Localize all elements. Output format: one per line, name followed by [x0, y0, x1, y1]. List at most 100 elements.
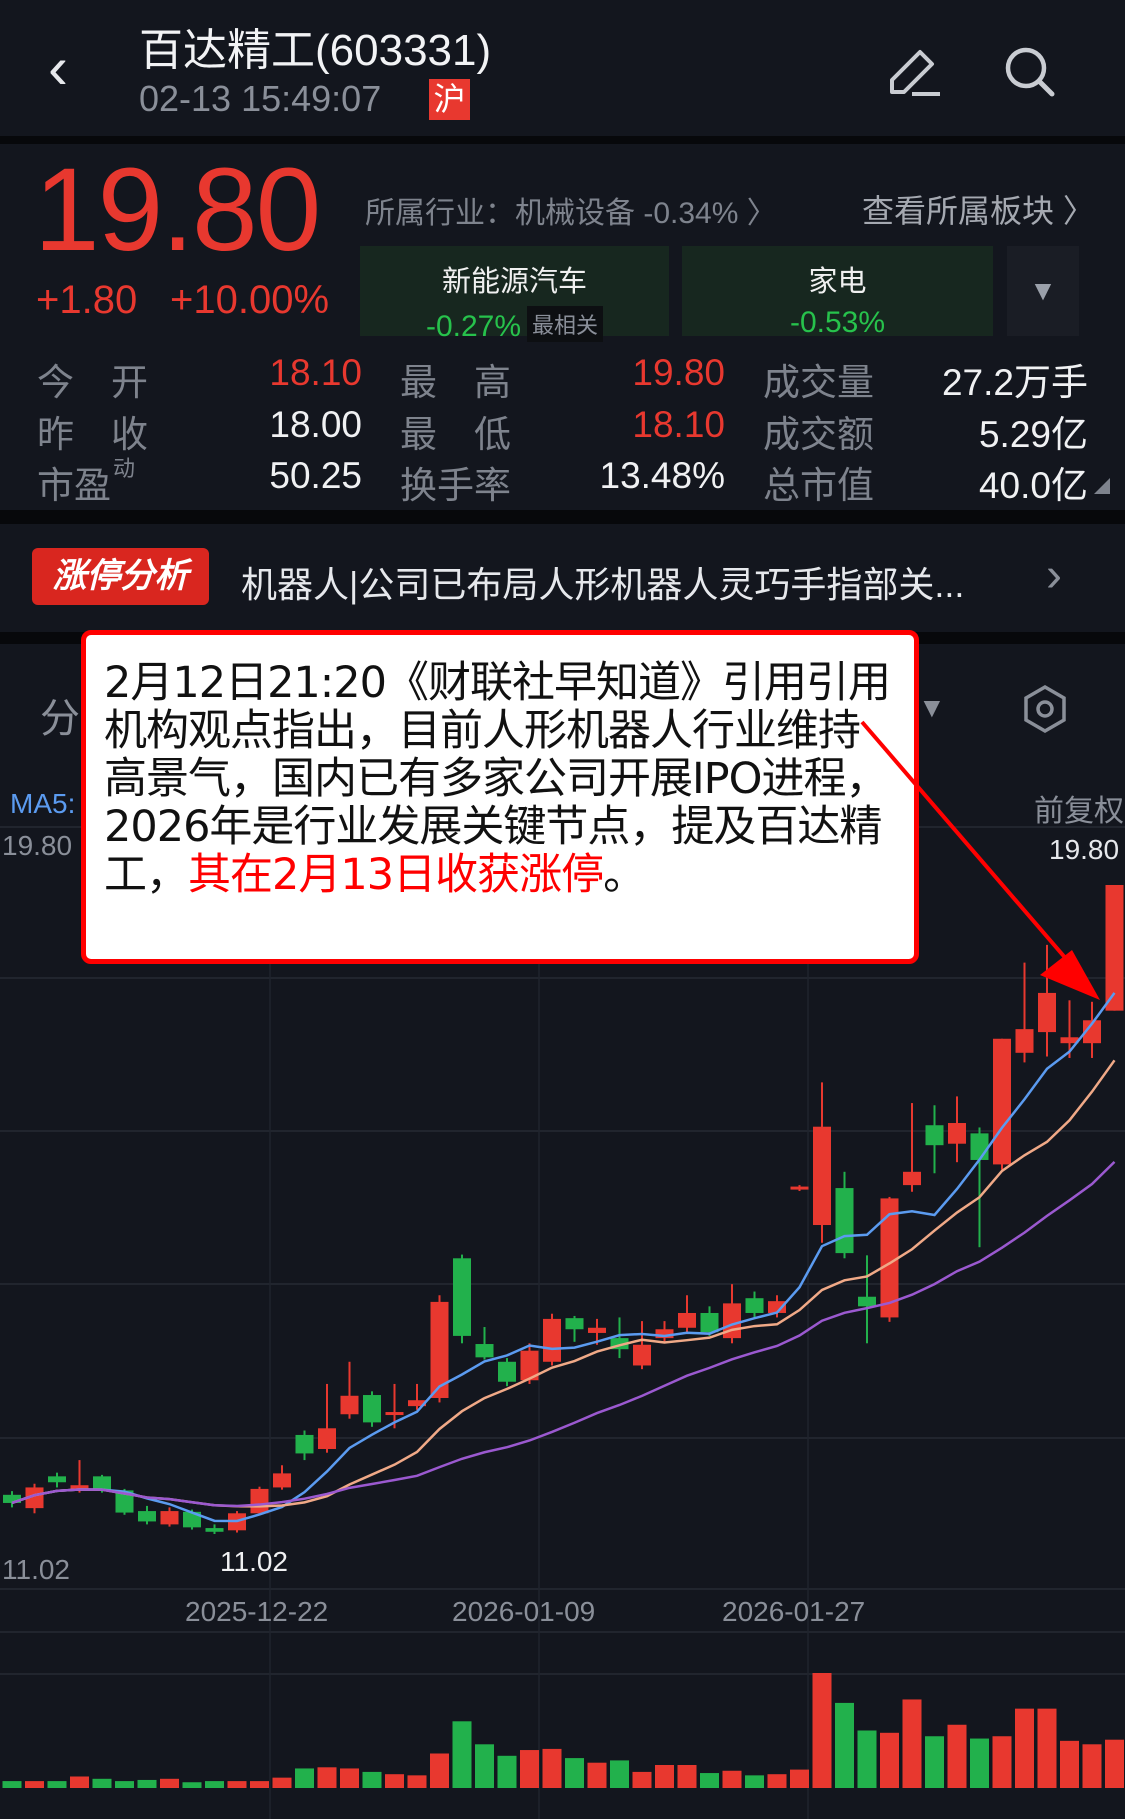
candle-body [835, 1188, 854, 1254]
period-dropdown-icon[interactable]: ▼ [918, 692, 946, 723]
low-price-marker: 11.02 [220, 1546, 288, 1577]
candle-body [813, 1126, 831, 1226]
volume-bar [677, 1765, 697, 1788]
industry-link[interactable]: 所属行业：机械设备 -0.34% 〉 [365, 197, 777, 230]
chevron-right-icon[interactable]: › [1046, 549, 1062, 602]
candle-body [475, 1344, 494, 1358]
candle-body [273, 1473, 291, 1488]
stat-label: 换手率 [400, 465, 511, 506]
stat-value: 40.0亿 [978, 465, 1088, 506]
limit-up-analysis-badge: 涨停分析 [32, 548, 209, 605]
price-change: +1.80 [36, 278, 138, 322]
candle-body [993, 1038, 1011, 1165]
y-min-left: 11.02 [2, 1554, 70, 1585]
sector-card-appliance[interactable]: 家电 -0.53% [682, 246, 993, 339]
triangle-down-icon: ▼ [1029, 275, 1057, 306]
volume-bar [295, 1768, 314, 1788]
volume-bar [745, 1775, 764, 1788]
candle-body [138, 1511, 156, 1522]
edit-icon[interactable] [884, 44, 948, 100]
volume-bar [542, 1748, 562, 1788]
candle-body [925, 1125, 944, 1146]
chart-tab-partial[interactable]: 分 [40, 697, 80, 741]
x-tick: 2026-01-09 [452, 1596, 596, 1627]
annotation-popup: 2月12日21:20《财联社早知道》引用引用机构观点指出，目前人形机器人行业维持… [81, 630, 919, 964]
candle-body [970, 1133, 989, 1160]
expand-sectors-button[interactable]: ▼ [1007, 246, 1079, 336]
news-headline[interactable]: 机器人|公司已布局人形机器人灵巧手指部关... [241, 564, 965, 605]
volume-bar [880, 1732, 899, 1788]
stat-value: 50.25 [269, 455, 362, 496]
kline-chart[interactable] [0, 644, 1125, 1819]
candle-body [408, 1400, 426, 1407]
stat-label-sup: 动 [113, 456, 136, 481]
stat-value: 18.10 [632, 404, 725, 445]
candle-body [1015, 1029, 1034, 1053]
candle-body [903, 1171, 921, 1186]
x-tick: 2025-12-22 [185, 1596, 329, 1627]
volume-bar [970, 1738, 989, 1788]
volume-bar [632, 1771, 652, 1788]
price-change-pct: +10.00% [170, 278, 330, 322]
volume-bar [407, 1775, 427, 1788]
candle-body [543, 1318, 561, 1362]
volume-bar [340, 1768, 359, 1788]
adjust-mode[interactable]: 前复权 [1034, 795, 1124, 828]
candle-body [25, 1487, 44, 1509]
sector-name: 新能源汽车 [441, 266, 587, 298]
candle-body [430, 1301, 449, 1398]
sector-pct: -0.53% [789, 306, 886, 339]
volume-bar [1037, 1708, 1057, 1788]
quote-datetime: 02-13 15:49:07 [139, 78, 382, 119]
candle-body [1083, 1020, 1101, 1044]
volume-bar [655, 1765, 674, 1788]
candle-body [745, 1298, 764, 1313]
volume-bar [947, 1724, 967, 1788]
volume-bar [115, 1781, 134, 1788]
stock-title: 百达精工(603331) [139, 26, 492, 75]
popup-end: 。 [603, 850, 646, 900]
volume-bar [1015, 1708, 1034, 1788]
view-sectors-link[interactable]: 查看所属板块 〉 [862, 193, 1095, 229]
ma20-line [11, 1160, 1116, 1508]
volume-bar [362, 1771, 382, 1788]
stat-value: 18.10 [269, 352, 362, 393]
candle-body [678, 1312, 696, 1328]
stat-value: 19.80 [632, 352, 725, 393]
stat-label: 市盈 [37, 465, 111, 506]
volume-bar [700, 1773, 719, 1788]
exchange-badge: 沪 [429, 79, 470, 120]
candle-body [655, 1329, 674, 1339]
volume-bar [1060, 1740, 1079, 1788]
stat-label: 最 高 [400, 362, 511, 403]
candle-body [565, 1318, 584, 1330]
volume-bar [992, 1736, 1012, 1788]
back-chevron-icon[interactable]: ‹ [48, 34, 68, 101]
candle-body [70, 1485, 89, 1489]
stat-label: 今 开 [37, 362, 148, 403]
volume-bar [520, 1750, 539, 1788]
stat-label: 昨 收 [37, 414, 148, 455]
stat-label: 总市值 [763, 465, 874, 506]
ma5-legend: MA5: [10, 788, 76, 819]
corner-triangle-icon[interactable] [1094, 478, 1110, 494]
settings-icon[interactable] [1022, 684, 1068, 734]
divider [0, 136, 1125, 144]
search-icon[interactable] [1002, 44, 1058, 100]
candle-body [295, 1434, 314, 1454]
x-tick: 2026-01-27 [722, 1596, 866, 1627]
top-bar [0, 0, 1125, 136]
candle-body [183, 1511, 201, 1528]
candle-body [318, 1428, 336, 1449]
volume-bar [1082, 1744, 1102, 1788]
candle-body [115, 1490, 134, 1513]
volume-bar [902, 1699, 922, 1788]
volume-bar [452, 1721, 472, 1788]
candle-body [340, 1395, 359, 1415]
sector-card-nev[interactable]: 新能源汽车 -0.27% 最相关 [360, 246, 669, 343]
volume-bar [317, 1767, 337, 1788]
candle-body [588, 1327, 606, 1333]
candle-body [250, 1488, 269, 1514]
volume-bar [47, 1781, 67, 1788]
candle-body [3, 1494, 21, 1503]
